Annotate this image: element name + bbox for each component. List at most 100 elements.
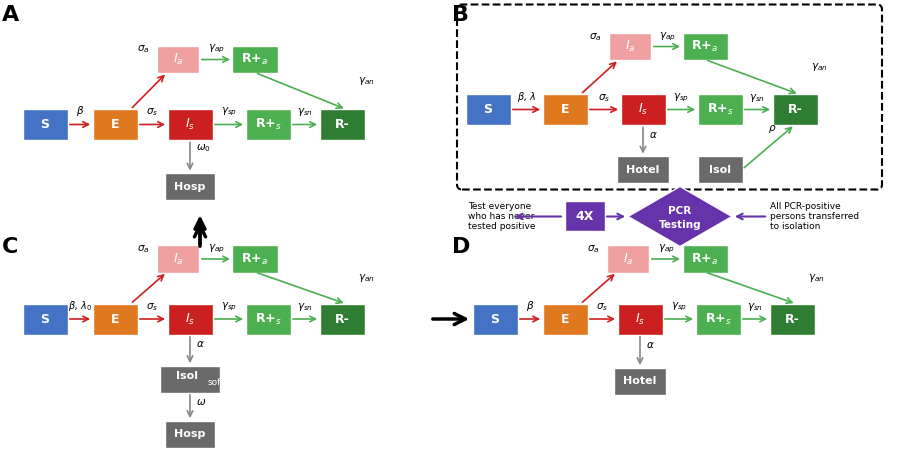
- Text: $\sigma_a$: $\sigma_a$: [137, 44, 149, 55]
- FancyBboxPatch shape: [232, 245, 277, 272]
- Text: $\alpha$: $\alpha$: [649, 129, 658, 139]
- FancyBboxPatch shape: [166, 173, 215, 200]
- Text: Testing: Testing: [659, 219, 701, 229]
- Text: $I_a$: $I_a$: [625, 39, 635, 54]
- Text: R+$_a$: R+$_a$: [241, 52, 268, 67]
- Text: E: E: [111, 118, 119, 131]
- Text: S: S: [40, 118, 50, 131]
- Text: $\sigma_s$: $\sigma_s$: [147, 301, 158, 313]
- FancyBboxPatch shape: [93, 303, 138, 334]
- Text: $\beta$, $\lambda$: $\beta$, $\lambda$: [517, 90, 536, 104]
- Text: E: E: [561, 312, 569, 325]
- Text: $\gamma_{sp}$: $\gamma_{sp}$: [673, 91, 689, 104]
- Text: Isol: Isol: [709, 165, 731, 174]
- FancyBboxPatch shape: [617, 156, 669, 183]
- Text: $I_s$: $I_s$: [185, 117, 195, 132]
- Text: S: S: [483, 103, 492, 116]
- FancyBboxPatch shape: [614, 368, 666, 394]
- Text: $\sigma_a$: $\sigma_a$: [137, 243, 149, 255]
- Text: R+$_a$: R+$_a$: [691, 251, 718, 266]
- Text: $\sigma_a$: $\sigma_a$: [589, 30, 601, 43]
- Text: R-: R-: [335, 118, 349, 131]
- Text: $\gamma_{an}$: $\gamma_{an}$: [358, 272, 374, 284]
- FancyBboxPatch shape: [22, 109, 68, 140]
- Text: E: E: [111, 312, 119, 325]
- FancyBboxPatch shape: [617, 303, 662, 334]
- FancyBboxPatch shape: [246, 303, 291, 334]
- Text: $I_s$: $I_s$: [638, 102, 648, 117]
- FancyBboxPatch shape: [698, 156, 742, 183]
- Text: All PCR-positive
persons transferred
to isolation: All PCR-positive persons transferred to …: [770, 202, 860, 231]
- Text: Test everyone
who has never
tested positive: Test everyone who has never tested posit…: [468, 202, 536, 231]
- Text: E: E: [561, 103, 569, 116]
- Text: B: B: [452, 5, 469, 24]
- Text: R+$_s$: R+$_s$: [255, 117, 282, 132]
- Text: $\sigma_s$: $\sigma_s$: [598, 92, 610, 104]
- Text: $\gamma_{sp}$: $\gamma_{sp}$: [670, 301, 687, 313]
- Text: PCR: PCR: [669, 205, 691, 215]
- FancyBboxPatch shape: [157, 46, 200, 73]
- Text: R+$_s$: R+$_s$: [705, 311, 732, 326]
- FancyBboxPatch shape: [607, 245, 650, 272]
- Polygon shape: [628, 187, 732, 247]
- Text: $\gamma_{ap}$: $\gamma_{ap}$: [659, 30, 676, 43]
- Text: $I_s$: $I_s$: [185, 311, 195, 326]
- Text: S: S: [40, 312, 50, 325]
- Text: Hotel: Hotel: [624, 376, 657, 386]
- Text: $\gamma_{sn}$: $\gamma_{sn}$: [750, 91, 766, 104]
- Text: $I_s$: $I_s$: [635, 311, 645, 326]
- FancyBboxPatch shape: [320, 303, 365, 334]
- FancyBboxPatch shape: [565, 202, 605, 232]
- FancyBboxPatch shape: [93, 109, 138, 140]
- Text: $\beta$, $\lambda_0$: $\beta$, $\lambda_0$: [68, 299, 92, 313]
- FancyBboxPatch shape: [698, 94, 742, 125]
- Text: $\sigma_a$: $\sigma_a$: [587, 243, 599, 255]
- Text: $\sigma_s$: $\sigma_s$: [597, 301, 608, 313]
- FancyBboxPatch shape: [608, 33, 652, 60]
- Text: R-: R-: [785, 312, 799, 325]
- Text: $\gamma_{sn}$: $\gamma_{sn}$: [747, 301, 763, 313]
- FancyBboxPatch shape: [620, 94, 665, 125]
- Text: $\alpha$: $\alpha$: [646, 340, 654, 350]
- Text: 4X: 4X: [576, 210, 594, 223]
- Text: $\gamma_{sn}$: $\gamma_{sn}$: [297, 301, 313, 313]
- FancyBboxPatch shape: [682, 245, 727, 272]
- Text: $\gamma_{sp}$: $\gamma_{sp}$: [220, 301, 237, 313]
- Text: $\gamma_{sp}$: $\gamma_{sp}$: [220, 106, 237, 119]
- Text: $\omega_0$: $\omega_0$: [196, 142, 211, 153]
- Text: Isol: Isol: [176, 371, 198, 381]
- Text: C: C: [2, 237, 18, 257]
- Text: R+$_s$: R+$_s$: [255, 311, 282, 326]
- Text: $\gamma_{ap}$: $\gamma_{ap}$: [208, 43, 225, 55]
- FancyBboxPatch shape: [167, 109, 212, 140]
- FancyBboxPatch shape: [166, 421, 215, 447]
- Text: soft: soft: [208, 378, 225, 387]
- FancyBboxPatch shape: [770, 303, 814, 334]
- Text: A: A: [2, 5, 19, 24]
- FancyBboxPatch shape: [696, 303, 741, 334]
- Text: $I_a$: $I_a$: [173, 251, 184, 266]
- Text: R+$_s$: R+$_s$: [706, 102, 733, 117]
- FancyBboxPatch shape: [465, 94, 510, 125]
- Text: R-: R-: [335, 312, 349, 325]
- Text: $\gamma_{sn}$: $\gamma_{sn}$: [297, 106, 313, 119]
- FancyBboxPatch shape: [472, 303, 518, 334]
- Text: $\beta$: $\beta$: [76, 105, 85, 119]
- Text: S: S: [491, 312, 500, 325]
- Text: $\beta$: $\beta$: [526, 299, 535, 313]
- Text: $I_a$: $I_a$: [173, 52, 184, 67]
- Text: $\gamma_{ap}$: $\gamma_{ap}$: [658, 242, 675, 255]
- FancyBboxPatch shape: [22, 303, 68, 334]
- FancyBboxPatch shape: [157, 245, 200, 272]
- Text: R+$_a$: R+$_a$: [691, 39, 718, 54]
- Text: R+$_a$: R+$_a$: [241, 251, 268, 266]
- FancyBboxPatch shape: [246, 109, 291, 140]
- Text: $\sigma_s$: $\sigma_s$: [147, 107, 158, 119]
- FancyBboxPatch shape: [167, 303, 212, 334]
- FancyBboxPatch shape: [320, 109, 365, 140]
- Text: Hosp: Hosp: [175, 429, 206, 439]
- Text: $I_a$: $I_a$: [623, 251, 634, 266]
- Text: $\alpha$: $\alpha$: [196, 339, 204, 349]
- Text: $\gamma_{ap}$: $\gamma_{ap}$: [208, 242, 225, 255]
- Text: Hosp: Hosp: [175, 182, 206, 191]
